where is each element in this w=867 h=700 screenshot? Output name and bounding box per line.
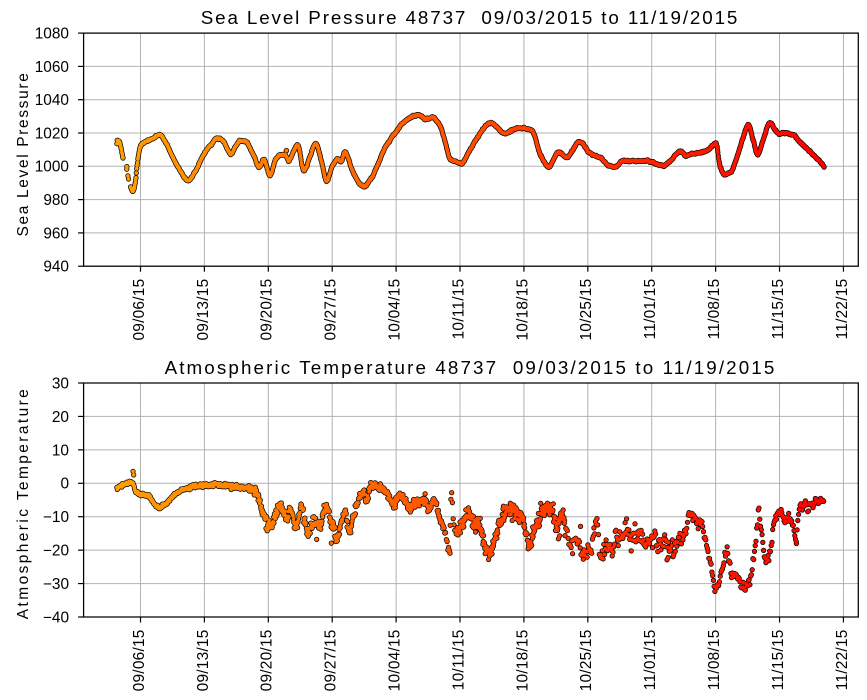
svg-text:11/01/15: 11/01/15 bbox=[642, 279, 659, 340]
svg-text:1040: 1040 bbox=[35, 92, 69, 109]
svg-text:10/11/15: 10/11/15 bbox=[450, 279, 467, 340]
svg-text:980: 980 bbox=[43, 192, 69, 209]
svg-text:1000: 1000 bbox=[35, 159, 69, 176]
svg-text:09/27/15: 09/27/15 bbox=[323, 279, 340, 341]
svg-text:09/13/15: 09/13/15 bbox=[195, 279, 212, 341]
svg-text:09/06/15: 09/06/15 bbox=[131, 279, 148, 341]
svg-text:10/25/15: 10/25/15 bbox=[578, 279, 595, 341]
svg-text:Sea Level Pressure: Sea Level Pressure bbox=[15, 72, 32, 237]
svg-text:Sea Level Pressure 48737 09/0: Sea Level Pressure 48737 09/03/2015 to 1… bbox=[201, 7, 740, 28]
svg-text:11/08/15: 11/08/15 bbox=[706, 279, 723, 340]
svg-text:11/22/15: 11/22/15 bbox=[834, 279, 851, 340]
svg-text:11/15/15: 11/15/15 bbox=[770, 279, 787, 340]
svg-text:10/04/15: 10/04/15 bbox=[387, 279, 404, 341]
svg-text:09/20/15: 09/20/15 bbox=[259, 279, 276, 341]
svg-text:10/18/15: 10/18/15 bbox=[514, 279, 531, 341]
svg-text:1080: 1080 bbox=[35, 26, 69, 43]
svg-text:960: 960 bbox=[43, 225, 69, 242]
svg-text:940: 940 bbox=[43, 259, 69, 276]
svg-text:1020: 1020 bbox=[35, 125, 69, 142]
svg-text:1060: 1060 bbox=[35, 59, 69, 76]
